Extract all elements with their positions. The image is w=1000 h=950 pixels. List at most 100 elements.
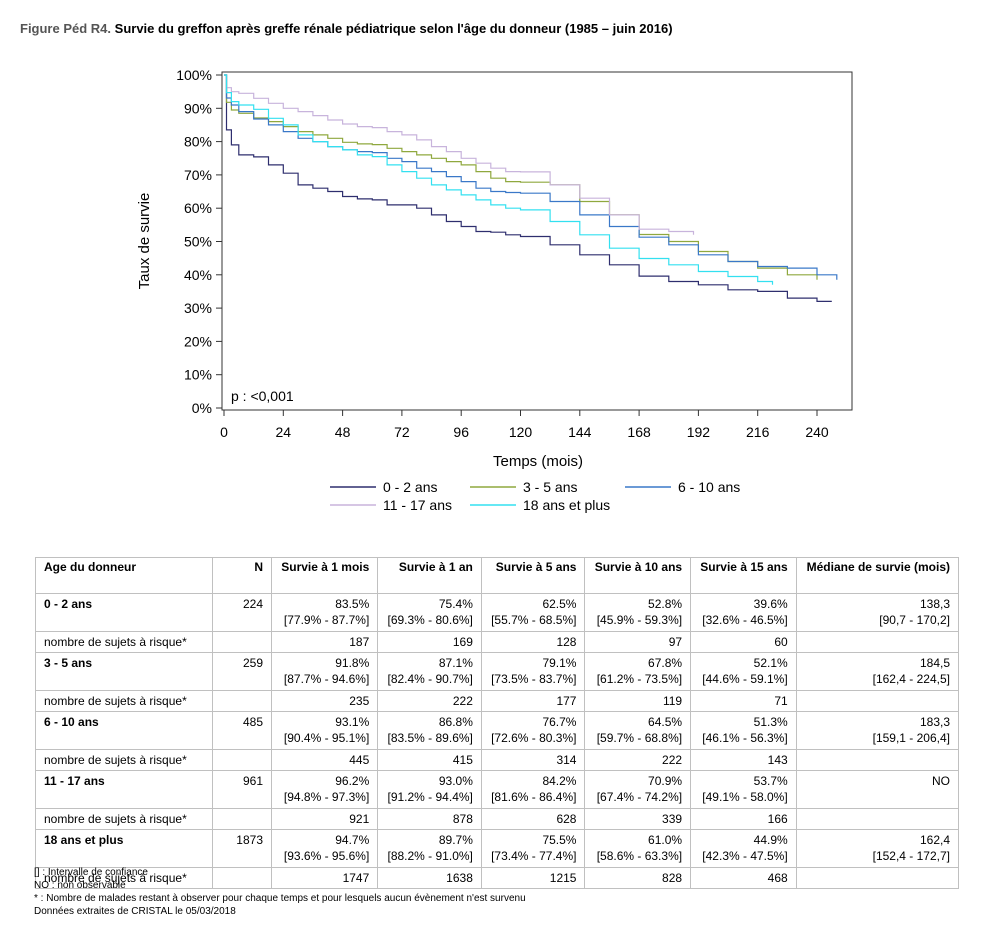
risk-label: nombre de sujets à risque* xyxy=(35,867,213,889)
row-group-label: 11 - 17 ans xyxy=(35,770,213,809)
cell-confidence-interval: [61.2% - 73.5%] xyxy=(596,672,683,686)
risk-row: nombre de sujets à risque* 921 878 628 339 16… xyxy=(35,808,960,830)
cell-value: 138,3 xyxy=(919,597,950,611)
empty-cell xyxy=(795,690,960,712)
cell-confidence-interval: [91.2% - 94.4%] xyxy=(387,790,473,804)
cell-confidence-interval: [93.6% - 95.6%] xyxy=(283,849,370,863)
cell-confidence-interval: [90.4% - 95.1%] xyxy=(283,731,370,745)
y-tick-label: 30% xyxy=(184,300,212,316)
cell-value: 94.7% xyxy=(335,833,370,847)
row-n: 1873 xyxy=(212,829,272,868)
cell-value: 51.3% xyxy=(753,715,788,729)
table-cell: 64.5% [59.7% - 68.8%] xyxy=(584,711,692,750)
figure-title-text: Survie du greffon après greffe rénale pé… xyxy=(114,21,673,36)
cell-value: 75.4% xyxy=(438,597,473,611)
legend-label: 18 ans et plus xyxy=(523,497,610,513)
x-tick-label: 216 xyxy=(746,424,770,440)
table-row: 0 - 2 ans 224 83.5% [77.9% - 87.7%] 75.4% [69… xyxy=(35,593,960,632)
series-line xyxy=(224,74,774,285)
x-tick-label: 192 xyxy=(687,424,711,440)
cell-value: 52.8% xyxy=(648,597,683,611)
footnote: [] : Intervalle de confiance xyxy=(34,867,148,878)
table-cell: 53.7% [49.1% - 58.0%] xyxy=(690,770,797,809)
legend-label: 6 - 10 ans xyxy=(678,479,740,495)
x-tick-label: 144 xyxy=(568,424,592,440)
cell-value: 96.2% xyxy=(335,774,370,788)
empty-cell xyxy=(795,808,960,830)
cell-confidence-interval: [159,1 - 206,4] xyxy=(872,731,950,745)
table-cell: 61.0% [58.6% - 63.3%] xyxy=(584,829,692,868)
cell-value: 44.9% xyxy=(753,833,788,847)
cell-value: 87.1% xyxy=(438,656,473,670)
row-group-label: 3 - 5 ans xyxy=(35,652,213,691)
table-row: 6 - 10 ans 485 93.1% [90.4% - 95.1%] 86.8% [8… xyxy=(35,711,960,750)
cell-confidence-interval: [73.5% - 83.7%] xyxy=(491,672,577,686)
table-cell: 75.4% [69.3% - 80.6%] xyxy=(377,593,482,632)
table-cell: 84.2% [81.6% - 86.4%] xyxy=(480,770,586,809)
x-tick-label: 48 xyxy=(335,424,351,440)
cell-confidence-interval: [46.1% - 56.3%] xyxy=(702,731,788,745)
table-cell: 79.1% [73.5% - 83.7%] xyxy=(480,652,586,691)
table-cell: 87.1% [82.4% - 90.7%] xyxy=(377,652,482,691)
y-tick-label: 0% xyxy=(192,400,212,416)
cell-confidence-interval: [42.3% - 47.5%] xyxy=(702,849,788,863)
cell-value: 86.8% xyxy=(438,715,473,729)
legend-label: 11 - 17 ans xyxy=(383,497,452,513)
cell-confidence-interval: [162,4 - 224,5] xyxy=(872,672,950,686)
series-line xyxy=(224,74,832,302)
cell-confidence-interval: [152,4 - 172,7] xyxy=(872,849,950,863)
risk-count: 1215 xyxy=(480,867,586,889)
risk-count: 143 xyxy=(690,749,797,771)
empty-cell xyxy=(212,690,272,712)
header-age: Age du donneur xyxy=(35,557,213,594)
risk-count: 1747 xyxy=(270,867,379,889)
table-cell: NO xyxy=(795,770,960,809)
footnote: Données extraites de CRISTAL le 05/03/20… xyxy=(34,906,236,917)
table-cell: 91.8% [87.7% - 94.6%] xyxy=(270,652,379,691)
plot-frame xyxy=(221,71,853,411)
cell-value: 70.9% xyxy=(648,774,683,788)
empty-cell xyxy=(212,749,272,771)
table-cell: 93.1% [90.4% - 95.1%] xyxy=(270,711,379,750)
series-line xyxy=(224,74,818,280)
cell-value: 93.1% xyxy=(335,715,370,729)
cell-value: 76.7% xyxy=(542,715,577,729)
risk-count: 222 xyxy=(584,749,692,771)
y-tick-label: 90% xyxy=(184,100,212,116)
table-cell: 62.5% [55.7% - 68.5%] xyxy=(480,593,586,632)
cell-value: 75.5% xyxy=(542,833,577,847)
cell-value: 52.1% xyxy=(753,656,788,670)
figure-title: Figure Péd R4. Survie du greffon après g… xyxy=(20,21,673,36)
y-tick-label: 60% xyxy=(184,200,212,216)
cell-confidence-interval: [58.6% - 63.3%] xyxy=(596,849,683,863)
table-cell: 39.6% [32.6% - 46.5%] xyxy=(690,593,797,632)
risk-count: 71 xyxy=(690,690,797,712)
table-cell: 184,5 [162,4 - 224,5] xyxy=(795,652,960,691)
table-cell: 51.3% [46.1% - 56.3%] xyxy=(690,711,797,750)
x-tick-label: 72 xyxy=(394,424,410,440)
risk-count: 921 xyxy=(270,808,379,830)
risk-row: nombre de sujets à risque* 1747 1638 1215 82… xyxy=(35,867,960,889)
cell-value: 53.7% xyxy=(753,774,788,788)
risk-row: nombre de sujets à risque* 235 222 177 119 71 xyxy=(35,690,960,712)
risk-count: 1638 xyxy=(377,867,482,889)
cell-value: 162,4 xyxy=(919,833,950,847)
risk-count: 177 xyxy=(480,690,586,712)
cell-confidence-interval: [73.4% - 77.4%] xyxy=(491,849,577,863)
x-tick-label: 120 xyxy=(509,424,533,440)
risk-count: 235 xyxy=(270,690,379,712)
table-cell: 138,3 [90,7 - 170,2] xyxy=(795,593,960,632)
series-line xyxy=(224,74,838,280)
risk-count: 445 xyxy=(270,749,379,771)
risk-count: 628 xyxy=(480,808,586,830)
row-n: 224 xyxy=(212,593,272,632)
y-tick-label: 80% xyxy=(184,134,212,150)
risk-count: 60 xyxy=(690,631,797,653)
row-group-label: 18 ans et plus xyxy=(35,829,213,868)
y-tick-label: 100% xyxy=(176,67,212,83)
y-tick-label: 20% xyxy=(184,333,212,349)
risk-count: 169 xyxy=(377,631,482,653)
risk-count: 128 xyxy=(480,631,586,653)
cell-value: NO xyxy=(932,774,950,788)
cell-confidence-interval: [44.6% - 59.1%] xyxy=(702,672,788,686)
